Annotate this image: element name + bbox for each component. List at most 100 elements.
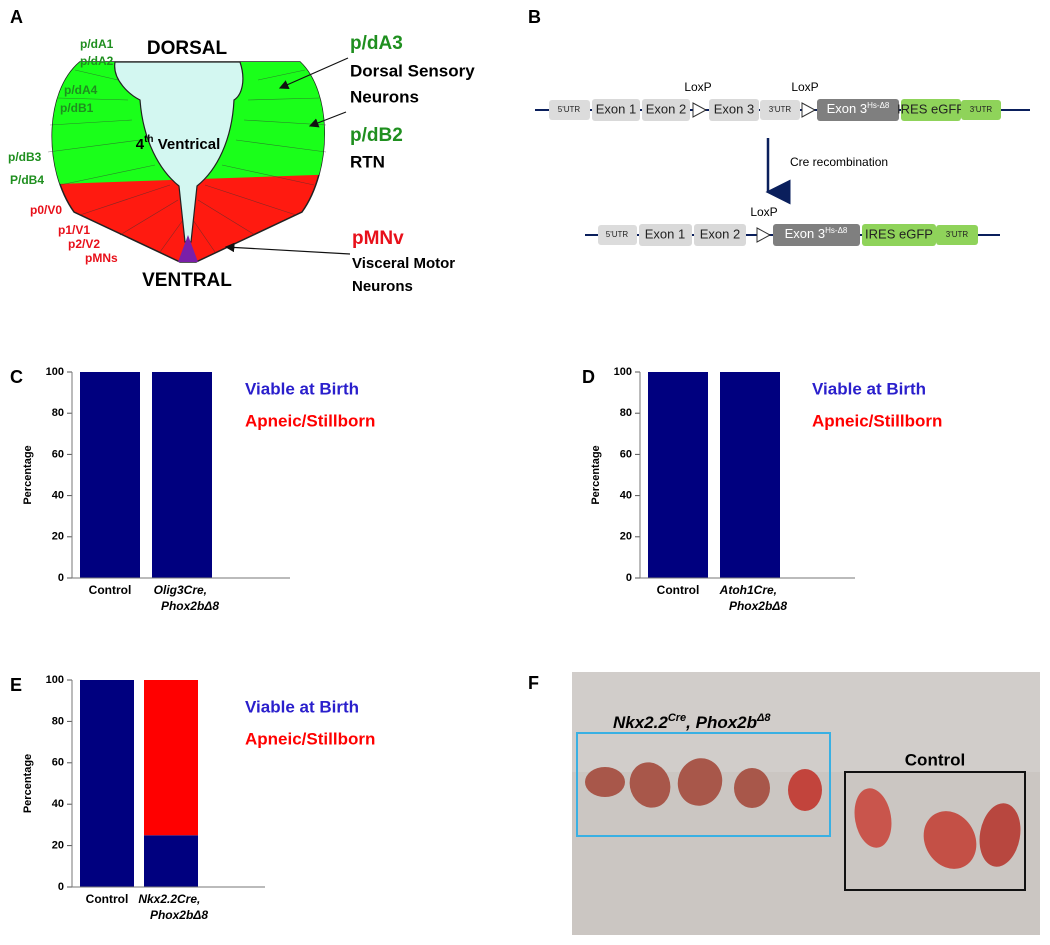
panel-b: B 5'UTR Exon 1 Exon 2 LoxP Exon 3 3'UTR …: [528, 7, 1030, 246]
panel-letter: E: [10, 675, 22, 695]
exon-box: [773, 224, 860, 246]
callout-arrow: [308, 111, 347, 128]
box-label: Exon 2: [646, 101, 686, 116]
y-axis-label: Percentage: [22, 445, 34, 504]
text: , Phox2b: [685, 713, 757, 732]
box-label: Exon 1: [596, 101, 636, 116]
legend-entry: Apneic/Stillborn: [245, 411, 375, 430]
box-label: IRES eGFP: [865, 226, 933, 241]
y-tick-label: 100: [46, 674, 64, 686]
domain-label: pMNs: [85, 251, 118, 265]
callout-text: Neurons: [350, 87, 419, 106]
bar-segment: [144, 680, 198, 836]
legend-entry: Apneic/Stillborn: [812, 411, 942, 430]
x-tick-label: Nkx2.2Cre, Phox2bΔ8: [138, 892, 208, 922]
panel-a: A DORSAL VENTRAL 4th Ventrical p/dA1 p/d…: [8, 7, 475, 295]
y-tick-label: 40: [52, 798, 64, 810]
domain-label: p0/V0: [30, 203, 62, 217]
y-tick-label: 60: [52, 757, 64, 769]
exon-box: [592, 99, 640, 121]
box-label: Exon 2: [700, 226, 740, 241]
y-tick-label: 100: [46, 366, 64, 378]
callout-text: Dorsal Sensory: [350, 61, 475, 80]
panel-f: F Nkx2.2Cre, Phox2bΔ8 Control: [528, 672, 1040, 935]
bar-segment: [720, 372, 780, 578]
x-tick-label: Control: [86, 892, 129, 906]
box-label: 5'UTR: [606, 230, 629, 239]
text: Hs-Δ8: [825, 226, 848, 235]
bar-segment: [80, 372, 140, 578]
y-tick-label: 20: [52, 840, 64, 852]
box-label: Exon 3Hs-Δ8: [785, 226, 848, 242]
legend-entry: Viable at Birth: [245, 697, 359, 716]
exon-box: [642, 99, 690, 121]
domain-label: p/dA2: [80, 54, 114, 68]
y-tick-label: 20: [620, 531, 632, 543]
y-tick-label: 60: [620, 448, 632, 460]
floor-plate: [178, 235, 198, 262]
bar-chart: E Percentage Control Nkx2.2Cre, Phox2bΔ8 0 20…: [10, 674, 375, 922]
mutant-label: Nkx2.2Cre, Phox2bΔ8: [613, 712, 771, 733]
callout-text: Visceral Motor: [352, 255, 455, 272]
x-tick-label: Atoh1Cre, Phox2bΔ8: [719, 583, 788, 613]
exon-box: [694, 224, 746, 246]
loxp-site: [801, 102, 817, 118]
gfp-box: [901, 99, 961, 121]
domain-label: p/dB1: [60, 101, 94, 115]
text: Hs-Δ8: [867, 101, 890, 110]
x-tick-label: Control: [657, 583, 700, 597]
panel-letter: D: [582, 367, 595, 387]
domain-label: p/dA1: [80, 37, 114, 51]
dorsal-label: DORSAL: [147, 38, 228, 59]
panel-letter: F: [528, 673, 539, 693]
text: Ventrical: [154, 136, 221, 153]
utr-box: [598, 225, 637, 245]
bar-chart: C Percentage Control Olig3Cre, Phox2bΔ8 0 20 4…: [10, 366, 375, 613]
photo-shade: [572, 672, 1040, 772]
callout-title: pMNv: [352, 228, 404, 249]
text: Exon 3: [785, 226, 825, 241]
panel-letter: B: [528, 7, 541, 27]
callout-text: Neurons: [352, 278, 413, 295]
box-label: IRES eGFP: [897, 101, 965, 116]
y-tick-label: 80: [52, 715, 64, 727]
gfp-box: [862, 224, 936, 246]
text: 4: [136, 136, 145, 153]
loxp-label: LoxP: [791, 80, 818, 94]
y-tick-label: 40: [620, 490, 632, 502]
callout-title: p/dA3: [350, 33, 403, 54]
ventricle: [114, 61, 244, 243]
loxp-label: LoxP: [750, 205, 777, 219]
box-label: 3'UTR: [769, 105, 792, 114]
utr-box: [936, 225, 978, 245]
domain-label: p/dB3: [8, 150, 42, 164]
legend-entry: Apneic/Stillborn: [245, 729, 375, 748]
text: Δ8: [756, 712, 771, 724]
legend-entry: Viable at Birth: [245, 379, 359, 398]
legend-entry: Viable at Birth: [812, 379, 926, 398]
box-label: 3'UTR: [970, 105, 993, 114]
y-tick-label: 40: [52, 490, 64, 502]
exon-box: [639, 224, 692, 246]
control-box: [844, 771, 1026, 891]
panel-letter: A: [10, 7, 23, 27]
utr-box: [760, 100, 800, 120]
box-label: Exon 3: [714, 101, 754, 116]
pups: [585, 758, 1021, 869]
domain-label: P/dB4: [10, 173, 44, 187]
loxp-site: [692, 102, 708, 118]
y-tick-label: 0: [626, 572, 632, 584]
box-label: 3'UTR: [946, 230, 969, 239]
loxp-label: LoxP: [684, 80, 711, 94]
y-tick-label: 60: [52, 448, 64, 460]
y-tick-label: 80: [620, 407, 632, 419]
text: th: [144, 134, 153, 145]
box-label: 5'UTR: [558, 105, 581, 114]
x-tick-label: Olig3Cre, Phox2bΔ8: [154, 583, 220, 613]
y-axis-label: Percentage: [590, 445, 602, 504]
bar-segment: [152, 372, 212, 578]
y-tick-label: 100: [614, 366, 632, 378]
bar-segment: [80, 680, 134, 887]
utr-box: [549, 100, 590, 120]
ventricle-label: 4th Ventrical: [136, 134, 221, 153]
